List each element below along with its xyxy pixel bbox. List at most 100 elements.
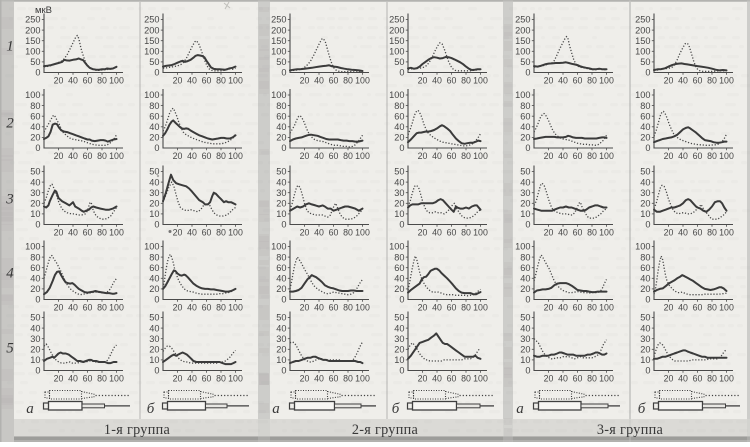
svg-text:40: 40: [394, 323, 404, 333]
svg-text:20: 20: [173, 76, 183, 86]
svg-text:40: 40: [558, 303, 568, 313]
svg-text:80: 80: [216, 76, 226, 86]
svg-text:0: 0: [525, 220, 530, 230]
svg-text:60: 60: [447, 228, 457, 238]
svg-text:50: 50: [149, 57, 159, 67]
svg-text:80: 80: [587, 151, 597, 161]
svg-text:80: 80: [343, 303, 353, 313]
svg-text:80: 80: [461, 374, 471, 384]
svg-text:50: 50: [394, 57, 404, 67]
svg-text:60: 60: [394, 111, 404, 121]
svg-text:80: 80: [97, 151, 107, 161]
svg-text:80: 80: [343, 151, 353, 161]
svg-text:60: 60: [30, 263, 40, 273]
svg-text:20: 20: [544, 76, 554, 86]
svg-text:80: 80: [216, 374, 226, 384]
svg-text:50: 50: [394, 313, 404, 323]
svg-text:40: 40: [187, 303, 197, 313]
svg-text:40: 40: [678, 303, 688, 313]
svg-text:100: 100: [271, 47, 286, 57]
svg-text:60: 60: [573, 228, 583, 238]
svg-text:60: 60: [83, 151, 93, 161]
svg-text:а: а: [26, 401, 34, 417]
svg-text:20: 20: [520, 345, 530, 355]
svg-text:20: 20: [30, 345, 40, 355]
svg-text:0: 0: [399, 220, 404, 230]
svg-text:50: 50: [30, 57, 40, 67]
svg-text:80: 80: [707, 228, 717, 238]
svg-text:100: 100: [355, 151, 370, 161]
svg-text:0: 0: [154, 366, 159, 376]
svg-text:40: 40: [30, 323, 40, 333]
svg-text:100: 100: [144, 90, 159, 100]
svg-text:0: 0: [399, 366, 404, 376]
svg-text:40: 40: [314, 151, 324, 161]
svg-text:3-я группа: 3-я группа: [597, 422, 664, 438]
svg-text:150: 150: [144, 36, 159, 46]
svg-text:40: 40: [432, 151, 442, 161]
svg-text:30: 30: [276, 334, 286, 344]
svg-text:40: 40: [314, 228, 324, 238]
svg-text:40: 40: [68, 303, 78, 313]
svg-text:200: 200: [515, 25, 530, 35]
svg-text:10: 10: [149, 355, 159, 365]
svg-text:20: 20: [418, 76, 428, 86]
svg-text:60: 60: [693, 374, 703, 384]
svg-text:40: 40: [149, 177, 159, 187]
svg-text:60: 60: [329, 374, 339, 384]
svg-text:100: 100: [228, 303, 243, 313]
svg-text:30: 30: [640, 334, 650, 344]
svg-text:50: 50: [640, 167, 650, 177]
svg-text:200: 200: [635, 25, 650, 35]
svg-text:50: 50: [640, 57, 650, 67]
svg-text:20: 20: [520, 284, 530, 294]
svg-text:80: 80: [216, 151, 226, 161]
svg-text:20: 20: [54, 303, 64, 313]
svg-text:100: 100: [389, 47, 404, 57]
svg-text:30: 30: [276, 188, 286, 198]
svg-text:20: 20: [173, 228, 183, 238]
svg-text:40: 40: [432, 76, 442, 86]
svg-text:100: 100: [599, 228, 614, 238]
svg-text:б: б: [638, 401, 646, 417]
svg-text:100: 100: [355, 374, 370, 384]
svg-text:20: 20: [54, 151, 64, 161]
svg-text:40: 40: [394, 177, 404, 187]
svg-text:100: 100: [515, 47, 530, 57]
svg-text:0: 0: [525, 366, 530, 376]
svg-text:40: 40: [314, 374, 324, 384]
svg-text:60: 60: [202, 151, 212, 161]
svg-text:20: 20: [418, 303, 428, 313]
svg-text:0: 0: [399, 143, 404, 153]
svg-text:10: 10: [276, 355, 286, 365]
svg-text:10: 10: [30, 209, 40, 219]
svg-text:0: 0: [645, 143, 650, 153]
svg-text:250: 250: [271, 15, 286, 25]
svg-text:100: 100: [109, 374, 124, 384]
svg-text:40: 40: [394, 274, 404, 284]
svg-text:80: 80: [461, 228, 471, 238]
svg-text:100: 100: [389, 90, 404, 100]
svg-text:50: 50: [394, 167, 404, 177]
svg-text:60: 60: [83, 228, 93, 238]
svg-text:20: 20: [544, 303, 554, 313]
svg-text:0: 0: [645, 220, 650, 230]
svg-text:50: 50: [149, 313, 159, 323]
svg-text:40: 40: [30, 274, 40, 284]
svg-text:40: 40: [187, 374, 197, 384]
svg-text:20: 20: [300, 76, 310, 86]
svg-text:60: 60: [640, 111, 650, 121]
svg-text:20: 20: [54, 228, 64, 238]
svg-text:40: 40: [432, 303, 442, 313]
svg-text:60: 60: [573, 76, 583, 86]
svg-text:20: 20: [520, 133, 530, 143]
svg-text:100: 100: [719, 303, 734, 313]
svg-text:200: 200: [25, 25, 40, 35]
svg-text:150: 150: [271, 36, 286, 46]
svg-text:100: 100: [599, 151, 614, 161]
svg-text:0: 0: [35, 143, 40, 153]
svg-text:20: 20: [276, 284, 286, 294]
svg-text:мкВ: мкВ: [35, 5, 52, 16]
svg-text:20: 20: [418, 151, 428, 161]
svg-text:40: 40: [314, 76, 324, 86]
